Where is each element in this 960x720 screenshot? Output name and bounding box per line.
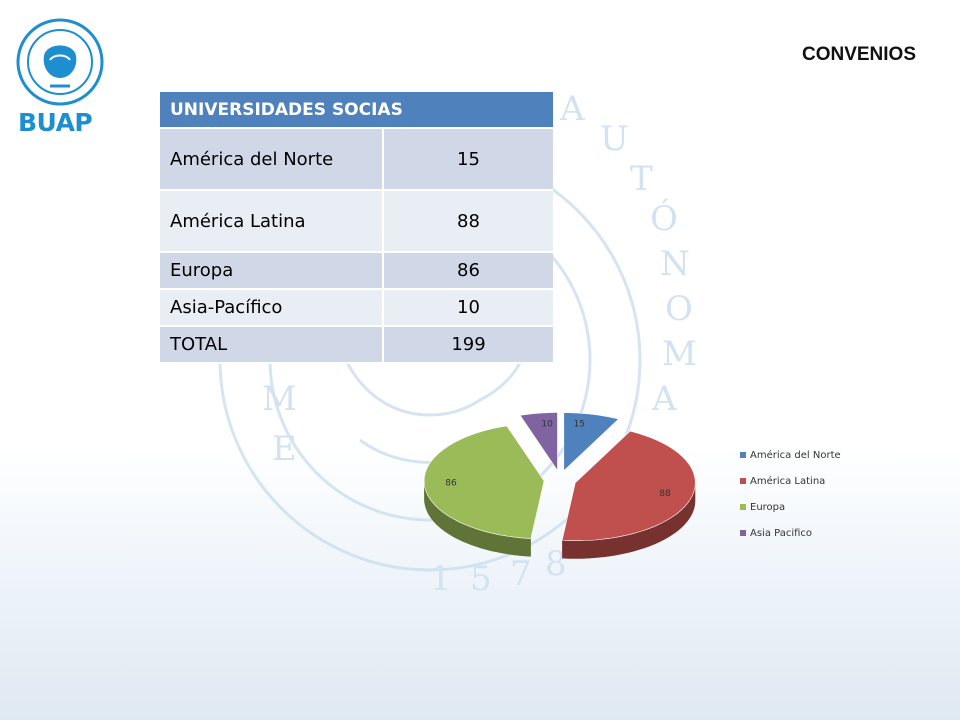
row-value: 88 (383, 190, 553, 253)
row-value: 10 (383, 289, 553, 327)
pie-chart: 15 88 86 10 América del Norte América Latina E… (423, 412, 841, 559)
slide-title: CONVENIOS (801, 44, 916, 65)
legend-label: América Latina (750, 475, 825, 487)
table-row: América Latina 88 (160, 190, 553, 253)
svg-text:T: T (630, 159, 653, 199)
svg-text:E: E (272, 429, 297, 469)
table-row: Asia-Pacífico 10 (160, 289, 553, 327)
pie-slice-asia-pacifico (519, 412, 558, 472)
pie-slice-europa (423, 425, 545, 539)
pie-slice-am-rica-del-norte (563, 412, 620, 472)
svg-text:Ó: Ó (650, 198, 678, 239)
svg-text:A: A (559, 89, 585, 129)
svg-text:N: N (660, 244, 690, 284)
svg-text:8: 8 (545, 544, 567, 584)
data-label: 15 (573, 420, 584, 430)
legend-label: Asia Pacifico (750, 528, 812, 539)
table-header-row: UNIVERSIDADES SOCIAS (160, 92, 553, 129)
legend-swatch (740, 478, 746, 484)
data-label: 88 (659, 489, 671, 499)
row-value: 199 (383, 326, 553, 364)
legend-label: Europa (750, 502, 785, 513)
svg-text:5: 5 (470, 559, 492, 599)
svg-text:A: A (651, 379, 677, 419)
row-value: 86 (383, 252, 553, 290)
row-label: América del Norte (160, 128, 384, 191)
table-row: América del Norte 15 (160, 128, 553, 191)
svg-text:O: O (665, 289, 693, 329)
row-label: TOTAL (160, 326, 384, 364)
row-value: 15 (383, 128, 553, 191)
buap-seal-logo (16, 18, 104, 106)
data-label: 10 (541, 420, 553, 430)
logo-text: BUAP (18, 108, 93, 137)
svg-text:M: M (662, 334, 697, 374)
table-header: UNIVERSIDADES SOCIAS (160, 92, 553, 129)
legend-swatch (740, 530, 746, 536)
partners-table: UNIVERSIDADES SOCIAS América del Norte 1… (160, 92, 553, 364)
legend-swatch (740, 504, 746, 510)
row-label: América Latina (160, 190, 384, 253)
table-row: Europa 86 (160, 252, 553, 290)
svg-text:U: U (600, 119, 629, 159)
data-label: 86 (445, 479, 457, 489)
pie-slice-am-rica-latina (561, 430, 696, 541)
legend-label: América del Norte (750, 449, 841, 461)
svg-text:1: 1 (430, 559, 452, 599)
pie-slice-side (424, 481, 531, 557)
row-label: Europa (160, 252, 384, 290)
svg-text:M: M (262, 379, 297, 419)
pie-slice-side (562, 482, 696, 559)
row-label: Asia-Pacífico (160, 289, 384, 327)
legend-swatch (740, 452, 746, 458)
table-row: TOTAL 199 (160, 326, 553, 364)
svg-text:7: 7 (510, 554, 532, 594)
